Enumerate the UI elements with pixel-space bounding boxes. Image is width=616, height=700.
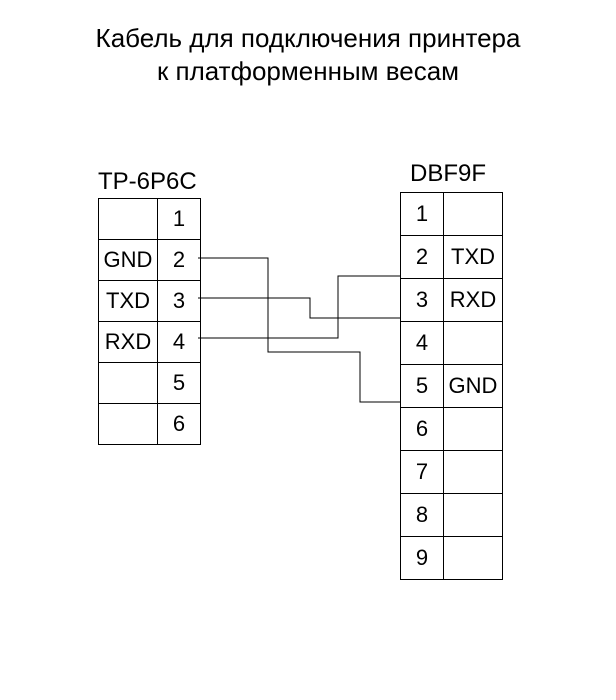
right-connector-table: 12TXD3RXD45GND6789 — [400, 192, 503, 580]
pin-number: 6 — [401, 408, 444, 451]
pin-number: 2 — [158, 240, 201, 281]
pin-number: 7 — [401, 451, 444, 494]
page: Кабель для подключения принтера к платфо… — [0, 0, 616, 700]
table-row: 2TXD — [401, 236, 503, 279]
pin-number: 3 — [158, 281, 201, 322]
table-row: 8 — [401, 494, 503, 537]
wire — [198, 258, 400, 402]
pin-number: 8 — [401, 494, 444, 537]
pin-number: 2 — [401, 236, 444, 279]
pin-number: 6 — [158, 404, 201, 445]
pin-number: 1 — [158, 199, 201, 240]
pin-label — [444, 322, 503, 365]
wire — [198, 276, 400, 338]
left-connector-table: 1GND2TXD3RXD456 — [98, 198, 201, 445]
table-row: 6 — [99, 404, 201, 445]
table-row: 1 — [401, 193, 503, 236]
table-row: 5GND — [401, 365, 503, 408]
diagram-title: Кабель для подключения принтера к платфо… — [0, 22, 616, 87]
pin-number: 5 — [401, 365, 444, 408]
pin-label — [99, 404, 158, 445]
table-row: 1 — [99, 199, 201, 240]
pin-label: TXD — [444, 236, 503, 279]
table-row: TXD3 — [99, 281, 201, 322]
table-row: 3RXD — [401, 279, 503, 322]
right-connector-label: DBF9F — [410, 160, 486, 187]
pin-label: RXD — [444, 279, 503, 322]
pin-number: 4 — [158, 322, 201, 363]
table-row: 4 — [401, 322, 503, 365]
table-row: 5 — [99, 363, 201, 404]
pin-label: GND — [99, 240, 158, 281]
pin-label — [444, 451, 503, 494]
left-connector-header: TP-6P6C — [98, 168, 197, 196]
wiring-svg — [0, 0, 616, 700]
pin-label: GND — [444, 365, 503, 408]
table-row: 6 — [401, 408, 503, 451]
table-row: RXD4 — [99, 322, 201, 363]
pin-label — [444, 193, 503, 236]
wire — [198, 298, 400, 318]
pin-label — [444, 408, 503, 451]
table-row: GND2 — [99, 240, 201, 281]
pin-number: 9 — [401, 537, 444, 580]
right-connector-header: DBF9F — [410, 160, 486, 188]
pin-label: RXD — [99, 322, 158, 363]
pin-label — [99, 363, 158, 404]
table-row: 7 — [401, 451, 503, 494]
title-line-2: к платформенным весам — [157, 56, 459, 86]
pin-label — [444, 494, 503, 537]
pin-label — [99, 199, 158, 240]
pin-number: 3 — [401, 279, 444, 322]
pin-number: 4 — [401, 322, 444, 365]
pin-label — [444, 537, 503, 580]
pin-number: 1 — [401, 193, 444, 236]
pin-number: 5 — [158, 363, 201, 404]
table-row: 9 — [401, 537, 503, 580]
title-line-1: Кабель для подключения принтера — [96, 23, 521, 53]
pin-label: TXD — [99, 281, 158, 322]
left-connector-label: TP-6P6C — [98, 168, 197, 195]
